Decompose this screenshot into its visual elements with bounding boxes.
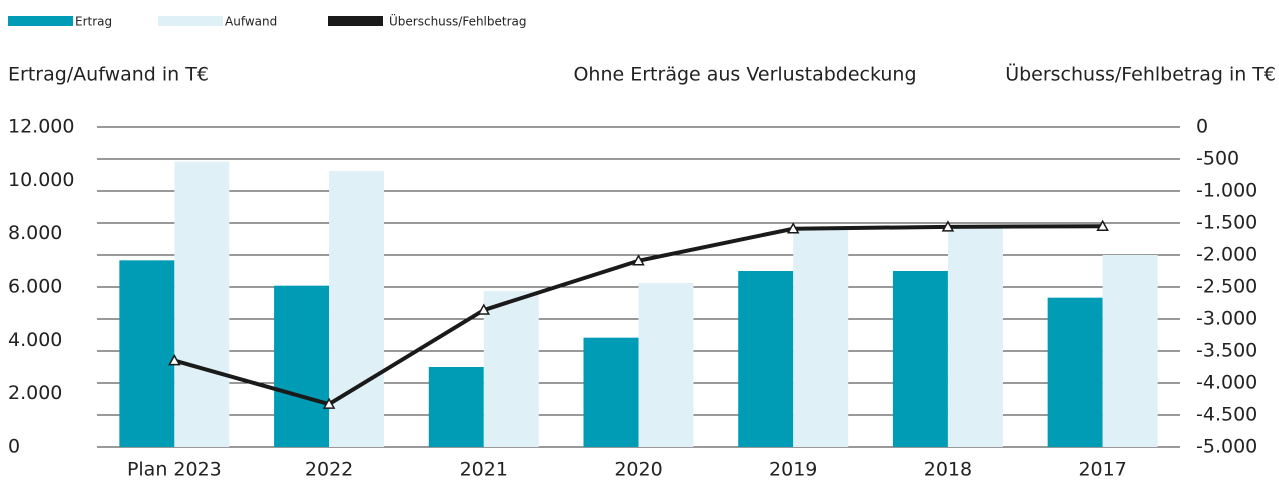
legend-swatch [328, 16, 383, 26]
y2-tick-label: -4.500 [1196, 404, 1257, 426]
legend-label: Überschuss/Fehlbetrag [389, 13, 527, 29]
x-tick-label: 2018 [924, 459, 972, 481]
marker [477, 303, 491, 315]
y2-tick-label: -1.000 [1196, 180, 1257, 202]
bar [947, 228, 1003, 447]
y-tick-label: 4.000 [8, 329, 62, 351]
bar [483, 291, 539, 447]
marker [1096, 219, 1109, 231]
legend-swatch [158, 16, 223, 26]
bar [738, 271, 794, 447]
y-tick-label: 0 [8, 436, 20, 458]
bar [1102, 255, 1158, 447]
marker [632, 254, 645, 266]
x-tick-label: 2020 [614, 459, 662, 481]
y-tick-label: 8.000 [8, 222, 62, 244]
y2-tick-label: -2.000 [1196, 244, 1257, 266]
bar [638, 283, 694, 447]
y2-tick-label: -3.000 [1196, 308, 1257, 330]
bar [793, 228, 849, 447]
x-tick-label: 2019 [769, 459, 817, 481]
legend-label: Aufwand [225, 15, 277, 29]
marker [941, 220, 955, 232]
y-tick-label: 12.000 [8, 116, 74, 138]
y2-tick-label: -3.500 [1196, 340, 1257, 362]
x-tick-label: 2022 [305, 459, 353, 481]
x-tick-label: Plan 2023 [127, 459, 222, 481]
y-tick-label: 10.000 [8, 169, 74, 191]
marker [786, 222, 800, 234]
y2-tick-label: -2.500 [1196, 276, 1257, 298]
x-tick-label: 2021 [460, 459, 508, 481]
x-tick-label: 2017 [1078, 459, 1126, 481]
y2-tick-label: 0 [1196, 116, 1208, 138]
bar [583, 337, 639, 447]
y2-tick-label: -500 [1196, 148, 1239, 170]
bar [119, 260, 175, 447]
marker [168, 354, 181, 366]
bar [428, 367, 484, 447]
y2-tick-label: -5.000 [1196, 436, 1257, 458]
bar [1047, 297, 1103, 447]
y-tick-label: 6.000 [8, 276, 62, 298]
legend-label: Ertrag [75, 15, 112, 29]
marker [322, 397, 336, 409]
legend-swatch [8, 16, 73, 26]
bar [174, 161, 230, 447]
y-tick-label: 2.000 [8, 382, 62, 404]
bar [274, 285, 330, 447]
y2-tick-label: -1.500 [1196, 212, 1257, 234]
y2-tick-label: -4.000 [1196, 372, 1257, 394]
bar [329, 171, 385, 447]
y2-axis-label: Überschuss/Fehlbetrag in T€ [1005, 63, 1276, 86]
y-axis-label: Ertrag/Aufwand in T€ [8, 64, 209, 86]
chart-title: Ohne Erträge aus Verlustabdeckung [573, 64, 916, 86]
bar [892, 271, 948, 447]
